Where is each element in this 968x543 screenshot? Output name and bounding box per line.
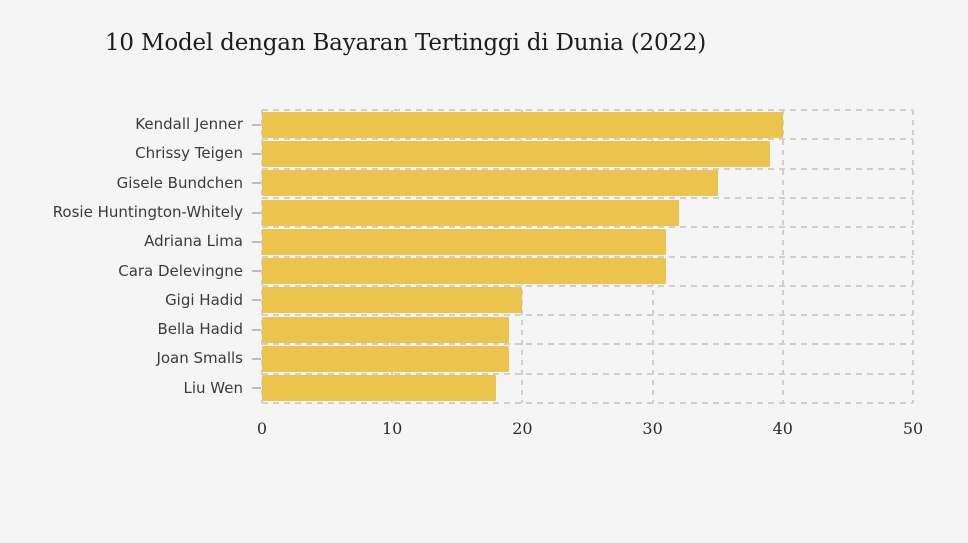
bar bbox=[262, 170, 718, 197]
category-label: Liu Wen bbox=[183, 378, 244, 397]
x-axis-tick-label: 20 bbox=[512, 419, 533, 438]
grid-line-horizontal bbox=[262, 196, 913, 199]
chart-title: 10 Model dengan Bayaran Tertinggi di Dun… bbox=[105, 30, 707, 56]
bar bbox=[262, 375, 497, 402]
category-label: Joan Smalls bbox=[156, 349, 243, 368]
y-axis-tick bbox=[252, 328, 261, 331]
y-axis-tick bbox=[252, 358, 261, 361]
grid-line-horizontal bbox=[262, 109, 913, 111]
y-axis-tick bbox=[252, 270, 261, 273]
grid-line-horizontal bbox=[262, 167, 913, 170]
y-axis-tick bbox=[252, 123, 261, 126]
x-axis-tick-label: 40 bbox=[772, 419, 793, 438]
bar bbox=[262, 228, 666, 255]
grid-line-horizontal bbox=[262, 226, 913, 229]
x-axis-tick-label: 10 bbox=[382, 419, 403, 438]
grid-line-horizontal bbox=[262, 138, 913, 141]
grid-line-horizontal bbox=[262, 314, 913, 317]
y-axis-tick bbox=[252, 152, 261, 155]
bar bbox=[262, 258, 666, 285]
category-label: Chrissy Teigen bbox=[135, 144, 243, 163]
category-label: Adriana Lima bbox=[144, 232, 243, 251]
y-axis-tick bbox=[252, 211, 261, 214]
x-axis-tick-label: 50 bbox=[902, 419, 924, 438]
y-axis-tick bbox=[252, 387, 261, 390]
grid-line-horizontal bbox=[262, 343, 913, 346]
category-label: Rosie Huntington-Whitely bbox=[52, 202, 243, 221]
grid-line-horizontal bbox=[262, 284, 913, 287]
category-label: Kendall Jenner bbox=[135, 115, 243, 133]
y-axis-tick bbox=[252, 299, 261, 302]
grid-line-horizontal bbox=[262, 402, 913, 404]
y-axis-tick bbox=[252, 182, 261, 185]
bar bbox=[262, 140, 770, 167]
x-axis-tick-label: 0 bbox=[256, 419, 268, 438]
grid-line-horizontal bbox=[262, 372, 913, 375]
bar bbox=[262, 316, 510, 343]
bar bbox=[262, 287, 523, 314]
category-label: Gigi Hadid bbox=[165, 290, 243, 309]
bar bbox=[262, 199, 679, 226]
category-label: Cara Delevingne bbox=[118, 261, 243, 280]
bar bbox=[262, 111, 783, 138]
y-axis-tick bbox=[252, 240, 261, 243]
bar bbox=[262, 346, 510, 373]
grid-line-vertical bbox=[912, 110, 914, 403]
category-label: Gisele Bundchen bbox=[116, 173, 243, 192]
category-label: Bella Hadid bbox=[157, 320, 244, 339]
grid-line-horizontal bbox=[262, 255, 913, 258]
x-axis-tick-label: 30 bbox=[642, 419, 663, 438]
